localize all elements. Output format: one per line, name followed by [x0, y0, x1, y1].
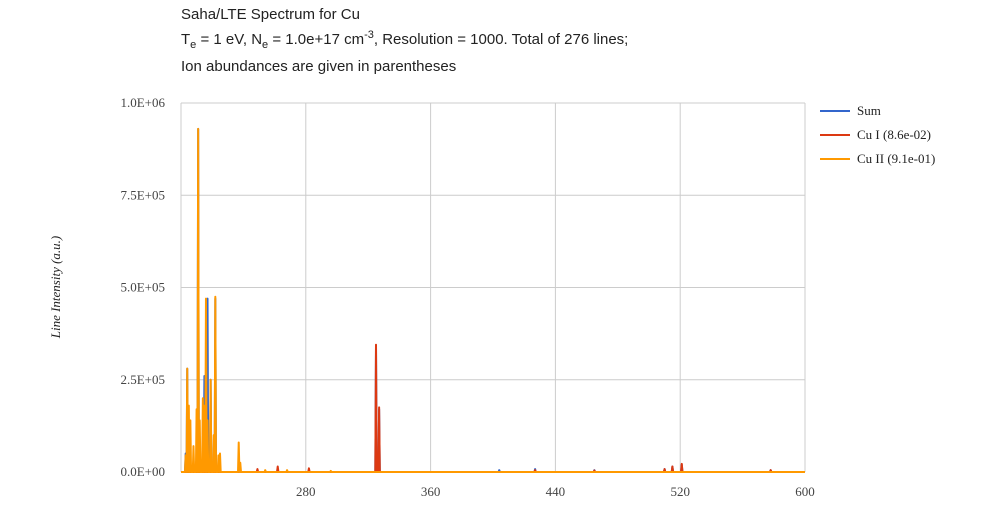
- series-1-peak-point: [256, 468, 259, 470]
- series-2-peak-point: [202, 397, 204, 399]
- grid-lines: [180, 102, 806, 473]
- series-2-peak-point: [197, 128, 199, 130]
- series-2-peak-point: [189, 419, 191, 421]
- series-2-peak-point: [330, 470, 332, 472]
- axis-tick-labels: 0.0E+00 2.5E+05 5.0E+05 7.5E+05 1.0E+06 280 36…: [120, 95, 814, 499]
- subtitle-subscript: e: [262, 39, 269, 51]
- series-2-peak-point: [264, 469, 266, 471]
- series-0-peak-point: [206, 297, 209, 300]
- chart-subtitle-note: Ion abundances are given in parentheses: [181, 58, 457, 75]
- series-2-peak-point: [206, 419, 209, 421]
- series-line-2: [181, 127, 805, 473]
- series-2-peak-point: [239, 462, 241, 464]
- subtitle-superscript: -3: [364, 29, 374, 41]
- x-tick-label: 280: [296, 484, 316, 499]
- series-2-peak-point: [219, 452, 221, 455]
- subtitle-part: = 1 eV, N: [196, 31, 263, 48]
- legend-label-2: Cu II (9.1e-01): [857, 151, 935, 166]
- series-line-1: [181, 343, 805, 473]
- series-2-peak-point: [185, 454, 187, 456]
- series-2-peak-point: [214, 296, 216, 298]
- series-1-peak-point: [770, 469, 772, 471]
- legend[interactable]: Sum Cu I (8.6e-02) Cu II (9.1e-01): [820, 103, 935, 166]
- series-2-peak-point: [210, 379, 212, 381]
- series-2-peak-point: [203, 404, 205, 407]
- series-1-peak-point: [375, 344, 377, 346]
- x-tick-label: 440: [546, 484, 566, 499]
- series-2-peak-point: [188, 404, 190, 407]
- series-1-peak-point: [277, 465, 279, 468]
- series-1-peak-point: [593, 469, 596, 472]
- series-2-peak-point: [205, 297, 207, 300]
- series-layer: [181, 127, 805, 473]
- series-2-peak-point: [217, 454, 220, 456]
- subtitle-part: T: [181, 31, 191, 48]
- series-1-peak-point: [671, 465, 674, 468]
- y-tick-label: 7.5E+05: [120, 187, 165, 202]
- series-1-peak-point: [664, 468, 666, 470]
- legend-label-0: Sum: [857, 103, 881, 118]
- y-tick-label: 1.0E+06: [120, 95, 165, 110]
- series-2-peak-point: [213, 434, 215, 436]
- chart-title-block: Saha/LTE Spectrum for Cu Te = 1 eV, Ne =…: [181, 4, 628, 77]
- series-line-0: [181, 127, 805, 473]
- x-tick-label: 360: [421, 484, 441, 499]
- series-1-peak-point: [378, 406, 380, 409]
- series-2-peak-point: [199, 419, 201, 421]
- series-1-peak-point: [681, 463, 683, 465]
- series-0-peak-point: [498, 469, 500, 471]
- subtitle-part: = 1.0e+17 cm: [268, 31, 365, 48]
- y-tick-label: 5.0E+05: [120, 280, 165, 295]
- y-tick-label: 2.5E+05: [120, 372, 165, 387]
- subtitle-subscript: e: [190, 39, 197, 51]
- y-tick-label: 0.0E+00: [120, 464, 165, 479]
- subtitle-part: , Resolution = 1000. Total of 276 lines;: [373, 31, 629, 48]
- series-1-peak-point: [534, 469, 536, 471]
- x-tick-label: 600: [795, 484, 815, 499]
- series-2-peak-point: [238, 441, 240, 444]
- series-2-peak-point: [186, 368, 188, 370]
- legend-label-1: Cu I (8.6e-02): [857, 127, 931, 142]
- series-2-peak-point: [196, 408, 198, 410]
- series-1-peak-point: [308, 467, 310, 469]
- x-tick-label: 520: [670, 484, 690, 499]
- series-2-peak-point: [192, 445, 195, 447]
- chart-title: Saha/LTE Spectrum for Cu: [181, 6, 360, 23]
- series-2-peak-point: [286, 469, 288, 471]
- chart-subtitle-conditions: Te = 1 eV, Ne = 1.0e+17 cm-3, Resolution…: [181, 25, 628, 56]
